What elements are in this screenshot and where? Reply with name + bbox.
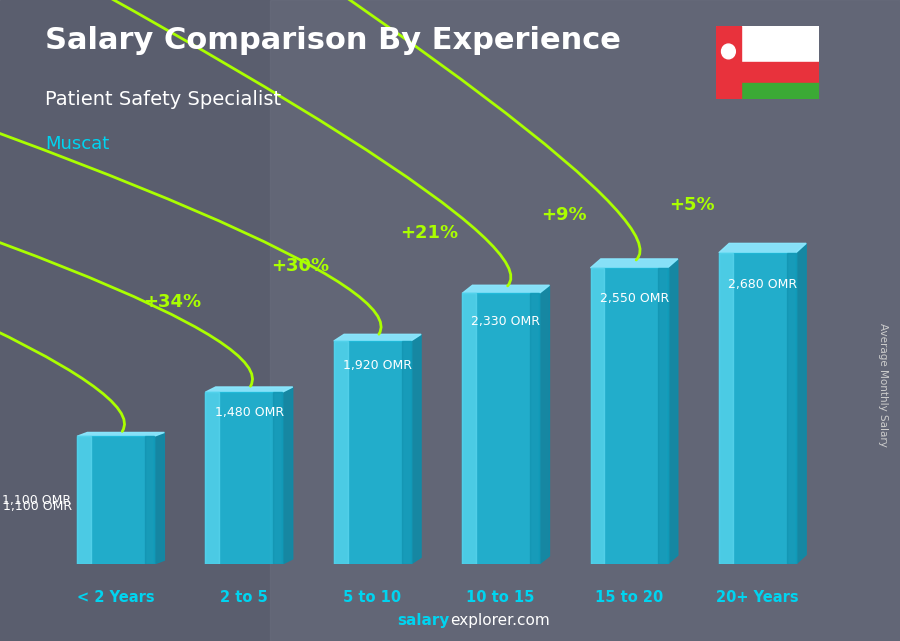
Polygon shape xyxy=(154,433,165,564)
Polygon shape xyxy=(205,392,220,564)
Polygon shape xyxy=(719,253,733,564)
Text: 1,100 OMR: 1,100 OMR xyxy=(3,500,72,513)
Polygon shape xyxy=(334,341,410,564)
Polygon shape xyxy=(787,253,796,564)
Polygon shape xyxy=(77,437,154,564)
Text: +34%: +34% xyxy=(143,294,201,312)
Text: +30%: +30% xyxy=(272,258,329,276)
Polygon shape xyxy=(719,244,806,253)
Polygon shape xyxy=(283,387,293,564)
Text: Salary Comparison By Experience: Salary Comparison By Experience xyxy=(45,26,621,54)
Polygon shape xyxy=(77,437,91,564)
Text: 1,920 OMR: 1,920 OMR xyxy=(343,359,412,372)
Text: < 2 Years: < 2 Years xyxy=(76,590,155,605)
Text: 15 to 20: 15 to 20 xyxy=(595,590,663,605)
Polygon shape xyxy=(796,244,806,564)
Polygon shape xyxy=(530,294,539,564)
Polygon shape xyxy=(145,437,154,564)
Text: 2 to 5: 2 to 5 xyxy=(220,590,268,605)
Polygon shape xyxy=(658,268,668,564)
Text: explorer.com: explorer.com xyxy=(450,613,550,628)
Polygon shape xyxy=(334,335,421,341)
Polygon shape xyxy=(539,285,550,564)
Text: Patient Safety Specialist: Patient Safety Specialist xyxy=(45,90,281,109)
Polygon shape xyxy=(334,341,347,564)
Bar xyxy=(270,0,900,641)
Bar xyxy=(742,63,819,83)
Polygon shape xyxy=(463,294,476,564)
Text: 10 to 15: 10 to 15 xyxy=(466,590,535,605)
Polygon shape xyxy=(590,268,668,564)
Polygon shape xyxy=(463,285,550,294)
Text: 2,680 OMR: 2,680 OMR xyxy=(728,278,797,290)
Text: 1,100 OMR: 1,100 OMR xyxy=(2,494,71,506)
Polygon shape xyxy=(463,294,539,564)
Text: Average Monthly Salary: Average Monthly Salary xyxy=(878,322,887,447)
Text: 2,330 OMR: 2,330 OMR xyxy=(472,315,540,328)
Bar xyxy=(716,26,742,99)
Polygon shape xyxy=(274,392,283,564)
Polygon shape xyxy=(590,259,678,268)
Text: +9%: +9% xyxy=(541,206,587,224)
Text: +21%: +21% xyxy=(400,224,458,242)
Polygon shape xyxy=(205,392,283,564)
Text: 1,480 OMR: 1,480 OMR xyxy=(214,406,284,419)
Circle shape xyxy=(722,44,735,59)
Text: 20+ Years: 20+ Years xyxy=(716,590,798,605)
Bar xyxy=(742,83,819,99)
Text: salary: salary xyxy=(398,613,450,628)
Polygon shape xyxy=(401,341,410,564)
Text: +5%: +5% xyxy=(669,196,715,213)
Polygon shape xyxy=(410,335,421,564)
Text: Muscat: Muscat xyxy=(45,135,109,153)
Bar xyxy=(742,26,819,62)
Polygon shape xyxy=(590,268,605,564)
Text: 2,550 OMR: 2,550 OMR xyxy=(599,292,669,304)
Polygon shape xyxy=(719,253,796,564)
Polygon shape xyxy=(205,387,292,392)
Text: 5 to 10: 5 to 10 xyxy=(343,590,401,605)
Polygon shape xyxy=(77,433,165,437)
Polygon shape xyxy=(668,259,678,564)
